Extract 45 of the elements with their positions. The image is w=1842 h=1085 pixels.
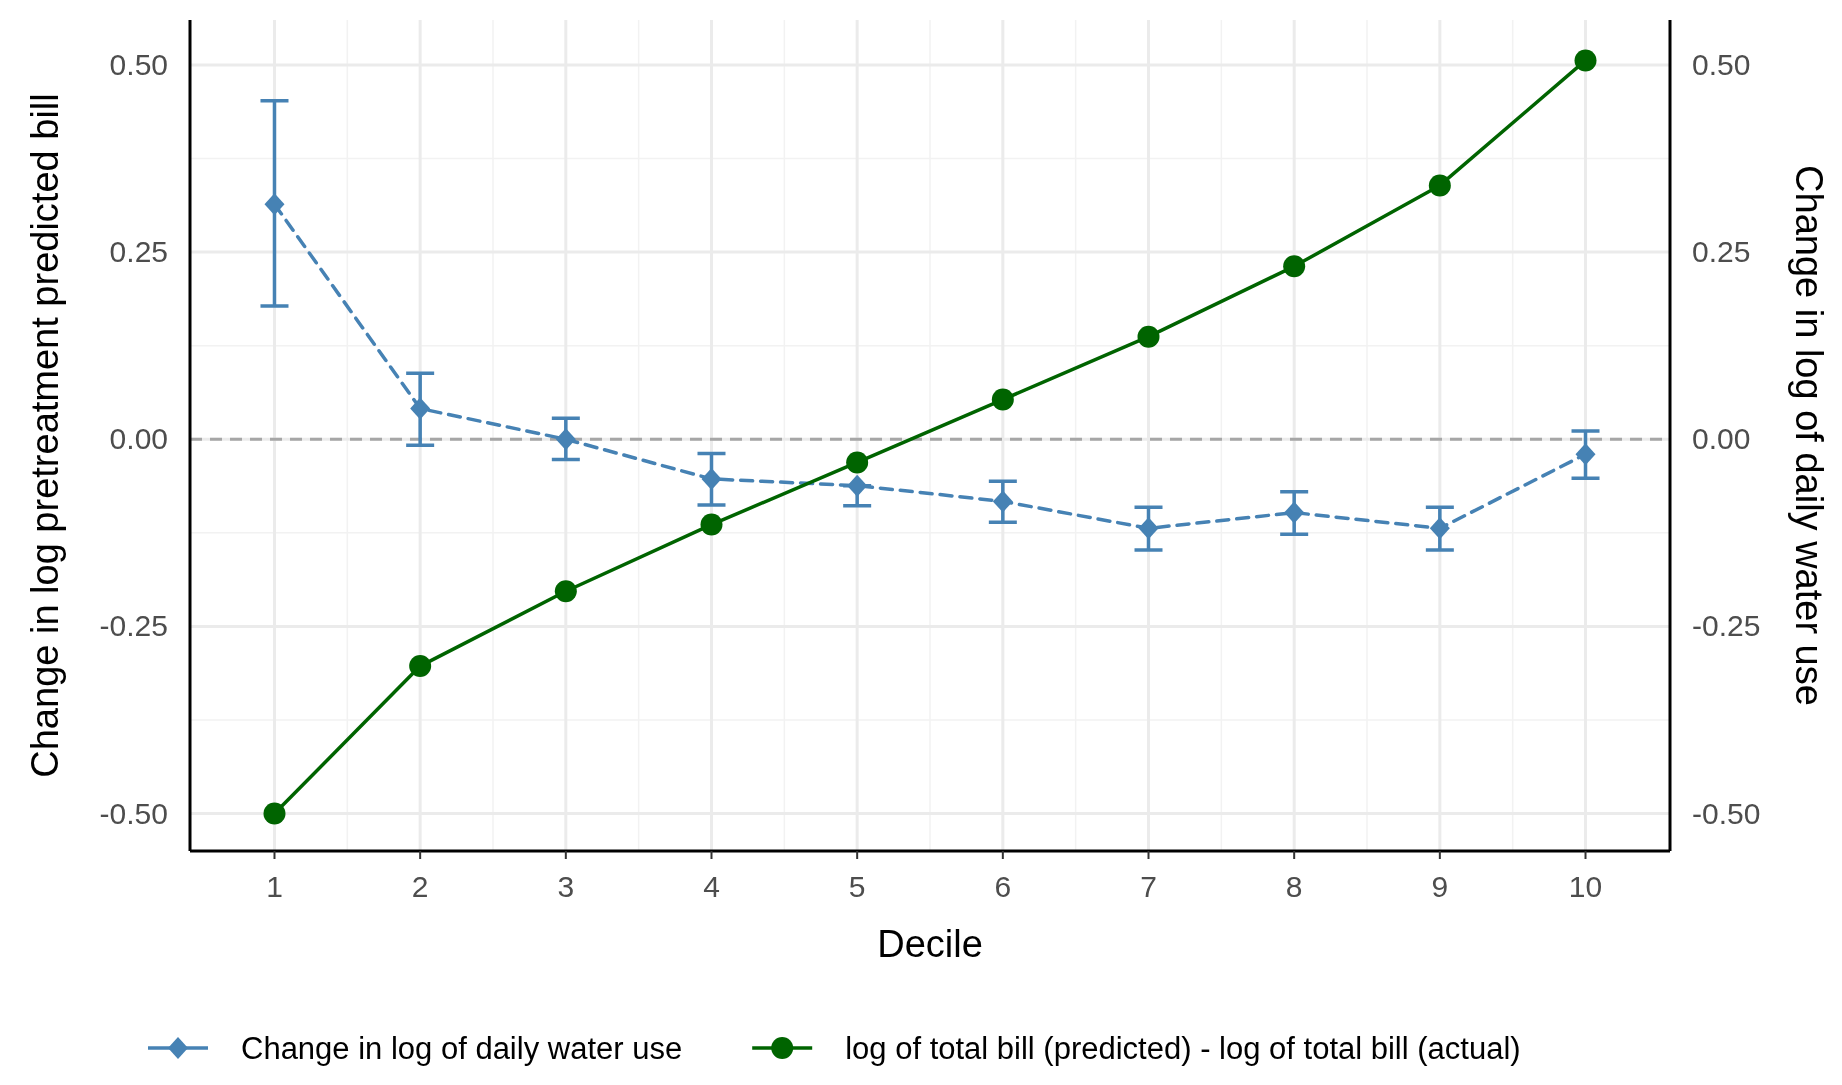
y2-tick-label: 0.50	[1692, 47, 1751, 81]
point	[846, 451, 869, 474]
point	[1428, 174, 1451, 197]
y-axis-title: Change in log pretreatment predicted bill	[24, 93, 66, 778]
y-tick-label: -0.50	[99, 796, 168, 830]
point	[992, 490, 1013, 513]
y-tick-label: 0.00	[109, 422, 168, 456]
x-tick-label: 10	[1568, 870, 1603, 903]
x-axis-title: Decile	[877, 923, 983, 965]
point	[700, 513, 723, 536]
point	[263, 802, 286, 825]
y2-tick-label: 0.00	[1692, 422, 1751, 456]
x-tick-label: 3	[557, 870, 575, 903]
y2-axis-title: Change in log of daily water use	[1788, 165, 1830, 706]
point	[409, 655, 432, 678]
point	[1138, 517, 1159, 540]
x-tick-label: 1	[266, 870, 283, 903]
x-tick-label: 8	[1285, 870, 1303, 903]
point	[991, 388, 1014, 411]
legend-label: Change in log of daily water use	[241, 1031, 683, 1066]
point	[1429, 517, 1450, 540]
point	[1575, 443, 1596, 466]
point	[1574, 49, 1597, 72]
x-tick-label: 7	[1140, 870, 1157, 903]
y-tick-label: 0.25	[109, 235, 168, 269]
legend-label: log of total bill (predicted) - log of total bill (actual)	[845, 1031, 1521, 1066]
point	[1283, 255, 1306, 278]
point	[847, 474, 868, 497]
x-tick-label: 5	[848, 870, 866, 903]
x-tick-label: 6	[994, 870, 1012, 903]
point	[1284, 501, 1305, 524]
point	[1137, 325, 1160, 348]
y-tick-label: -0.25	[99, 609, 168, 643]
point	[264, 193, 285, 216]
y2-tick-label: -0.25	[1692, 609, 1761, 643]
point	[410, 397, 431, 420]
y-tick-label: 0.50	[109, 47, 168, 81]
y2-tick-label: -0.50	[1692, 796, 1761, 830]
point	[701, 467, 722, 490]
x-tick-label: 9	[1431, 870, 1449, 903]
x-tick-label: 4	[703, 870, 720, 903]
x-tick-label: 2	[411, 870, 429, 903]
y2-tick-label: 0.25	[1692, 235, 1751, 269]
point	[555, 428, 576, 451]
point	[554, 580, 577, 603]
